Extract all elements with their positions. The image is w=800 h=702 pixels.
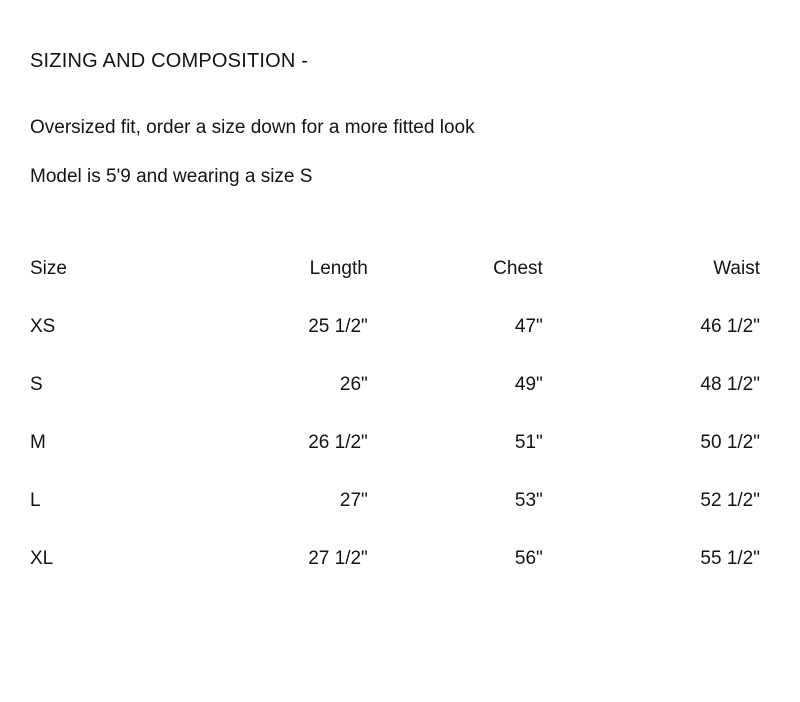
table-row: L 27" 53" 52 1/2" xyxy=(30,472,770,530)
col-header-waist: Waist xyxy=(563,240,770,298)
cell-waist: 46 1/2" xyxy=(563,298,770,356)
cell-waist: 55 1/2" xyxy=(563,530,770,588)
size-table: Size Length Chest Waist XS 25 1/2" 47" 4… xyxy=(30,240,770,588)
table-row: M 26 1/2" 51" 50 1/2" xyxy=(30,414,770,472)
cell-size: M xyxy=(30,414,215,472)
cell-length: 27" xyxy=(215,472,378,530)
model-description: Model is 5'9 and wearing a size S xyxy=(30,164,770,191)
cell-waist: 48 1/2" xyxy=(563,356,770,414)
cell-chest: 56" xyxy=(378,530,563,588)
cell-size: XL xyxy=(30,530,215,588)
col-header-length: Length xyxy=(215,240,378,298)
col-header-size: Size xyxy=(30,240,215,298)
col-header-chest: Chest xyxy=(378,240,563,298)
cell-length: 27 1/2" xyxy=(215,530,378,588)
section-heading: SIZING AND COMPOSITION - xyxy=(30,50,770,73)
fit-description: Oversized fit, order a size down for a m… xyxy=(30,115,770,142)
cell-size: L xyxy=(30,472,215,530)
cell-waist: 50 1/2" xyxy=(563,414,770,472)
table-row: S 26" 49" 48 1/2" xyxy=(30,356,770,414)
cell-length: 26 1/2" xyxy=(215,414,378,472)
cell-chest: 47" xyxy=(378,298,563,356)
cell-chest: 51" xyxy=(378,414,563,472)
cell-waist: 52 1/2" xyxy=(563,472,770,530)
table-row: XL 27 1/2" 56" 55 1/2" xyxy=(30,530,770,588)
cell-size: XS xyxy=(30,298,215,356)
cell-length: 25 1/2" xyxy=(215,298,378,356)
cell-chest: 53" xyxy=(378,472,563,530)
cell-size: S xyxy=(30,356,215,414)
table-header-row: Size Length Chest Waist xyxy=(30,240,770,298)
cell-chest: 49" xyxy=(378,356,563,414)
table-row: XS 25 1/2" 47" 46 1/2" xyxy=(30,298,770,356)
cell-length: 26" xyxy=(215,356,378,414)
